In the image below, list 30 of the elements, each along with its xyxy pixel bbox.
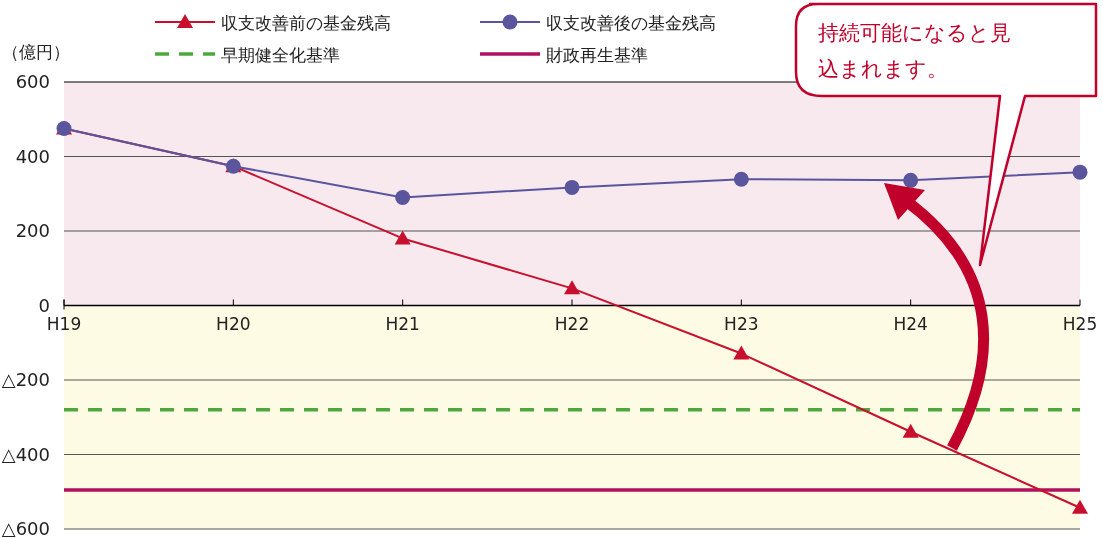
point	[902, 423, 919, 438]
y-tick-label: △200	[1, 369, 50, 390]
y-tick-label: 0	[38, 294, 50, 316]
point	[733, 171, 749, 187]
x-tick-label: H22	[554, 313, 590, 334]
point	[394, 230, 411, 245]
x-tick-label: H20	[216, 313, 251, 334]
x-tick-label: H21	[385, 313, 420, 334]
y-tick-label: 200	[15, 220, 50, 241]
legend-label: 財政再生基準	[546, 45, 648, 65]
point	[395, 189, 411, 205]
x-tick-label: H23	[724, 313, 759, 334]
legend-label: 収支改善後の基金残高	[546, 13, 716, 33]
y-tick-label: △600	[1, 518, 50, 538]
point	[564, 280, 580, 295]
y-tick-label: △400	[1, 443, 50, 465]
point	[1072, 499, 1088, 514]
point	[733, 345, 750, 360]
text: 持続可能になると見込まれます。	[818, 21, 1011, 81]
legend-label: 早期健全化基準	[221, 45, 340, 65]
point	[1072, 164, 1088, 180]
point	[903, 172, 919, 188]
y-axis-title: （億円）	[2, 42, 70, 62]
legend-label: 収支改善前の基金残高	[221, 13, 391, 33]
x-tick-label: H25	[1062, 313, 1098, 334]
point	[564, 179, 580, 195]
x-tick-label: H24	[893, 313, 928, 334]
y-tick-label: 600	[15, 71, 50, 92]
x-tick-label: H19	[46, 313, 82, 334]
y-tick-label: 400	[15, 145, 50, 167]
